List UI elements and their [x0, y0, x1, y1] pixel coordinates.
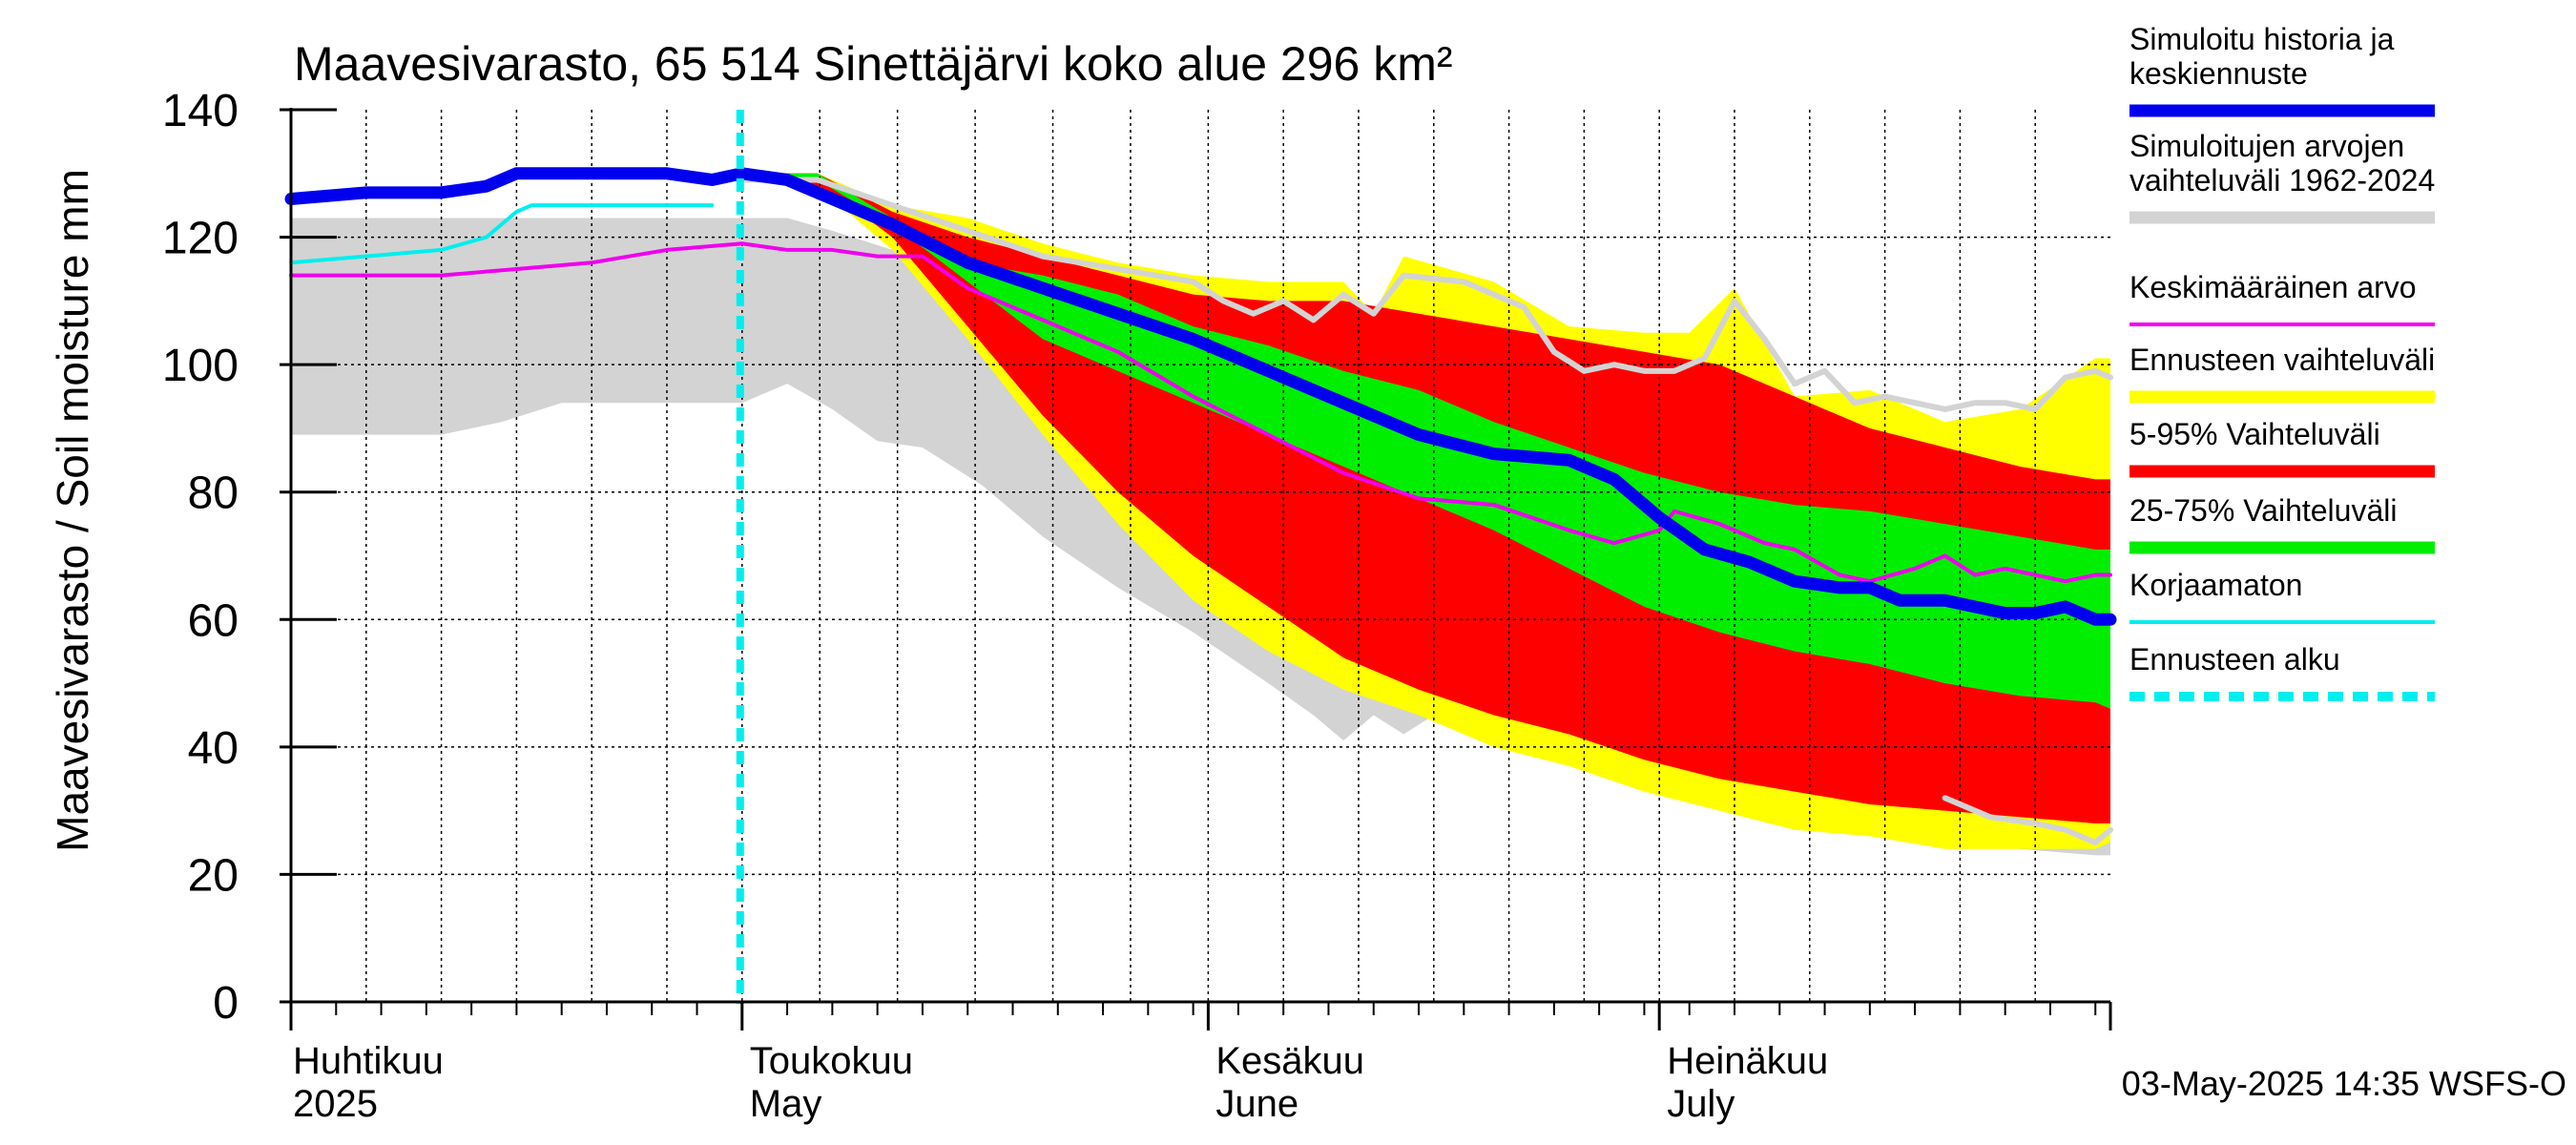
min-sim-gray-line: [1942, 795, 2113, 846]
y-tick-label-100: 100: [162, 341, 239, 391]
legend-label: Simuloitu historia ja: [2129, 22, 2395, 56]
legend-label: 25-75% Vaihteluväli: [2129, 493, 2397, 528]
legend-label: Simuloitujen arvojen: [2129, 129, 2404, 163]
legend-label: Ennusteen vaihteluväli: [2129, 343, 2435, 377]
legend-label: Ennusteen alku: [2129, 642, 2340, 677]
y-axis-label: Maavesivarasto / Soil moisture mm: [48, 169, 97, 852]
month-label-en: May: [750, 1083, 822, 1125]
plot-area: [284, 108, 2117, 1004]
month-label-en: July: [1667, 1083, 1735, 1125]
y-tick-label-0: 0: [213, 978, 239, 1029]
grid-lines: [291, 110, 2110, 1002]
legend-label: keskiennuste: [2129, 56, 2308, 91]
legend-label: 5-95% Vaihteluväli: [2129, 417, 2380, 451]
month-label-fi: Huhtikuu: [293, 1040, 444, 1082]
mean-line: [289, 241, 2112, 584]
month-label-en: June: [1215, 1083, 1298, 1125]
y-tick-label-60: 60: [188, 595, 239, 646]
y-tick-labels: 0 20 40 60 80 100 120 140: [162, 86, 2112, 1030]
legend-label: Korjaamaton: [2129, 568, 2302, 602]
legend-label: Keskimääräinen arvo: [2129, 270, 2417, 304]
uncorrected-line: [289, 203, 715, 265]
month-label-en: 2025: [293, 1083, 378, 1125]
legend-label: vaihteluväli 1962-2024: [2129, 163, 2435, 198]
y-tick-label-140: 140: [162, 86, 239, 136]
y-tick-label-80: 80: [188, 468, 239, 519]
month-label-fi: Kesäkuu: [1215, 1040, 1364, 1082]
month-label-fi: Toukokuu: [750, 1040, 913, 1082]
chart-title: Maavesivarasto, 65 514 Sinettäjärvi koko…: [294, 37, 1453, 91]
y-tick-label-20: 20: [188, 850, 239, 901]
max-sim-gray-line: [738, 177, 2113, 412]
y-tick-label-120: 120: [162, 214, 239, 264]
month-label-fi: Heinäkuu: [1667, 1040, 1828, 1082]
median-forecast-line: [284, 167, 2117, 626]
y-tick-label-40: 40: [188, 723, 239, 774]
timestamp-label: 03-May-2025 14:35 WSFS-O: [2122, 1064, 2566, 1103]
